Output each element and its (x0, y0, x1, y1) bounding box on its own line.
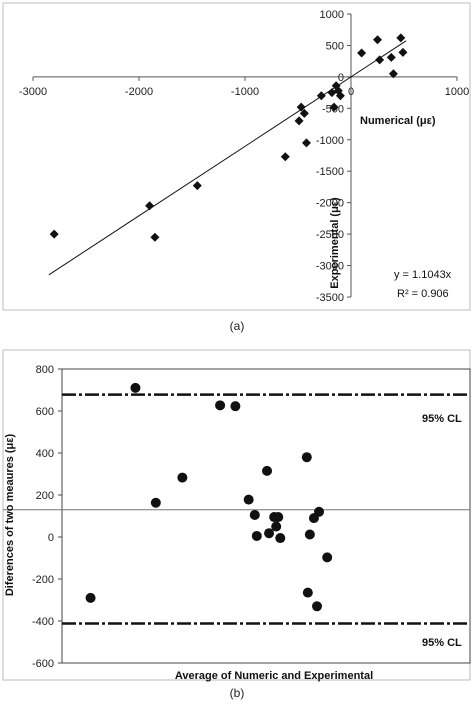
chart-b-frame (2, 349, 471, 681)
chart-a-r2: R² = 0.906 (397, 288, 449, 300)
chart-b-points (85, 382, 333, 612)
chart-b-y-label: Diferences of two meaures (με) (4, 434, 16, 597)
chart-a-x-tick-label: 1000 (445, 86, 469, 98)
chart-a-y-label: Experimental (με) (329, 197, 341, 289)
chart-a-equation: y = 1.1043x (394, 269, 452, 281)
chart-b-point (177, 472, 188, 483)
chart-a-point (316, 91, 326, 101)
chart-b-point (251, 530, 262, 541)
chart-b-point (314, 506, 325, 517)
chart-a-points (49, 33, 408, 242)
chart-a-x-tick-label: -2000 (125, 86, 153, 98)
chart-a-y-tick-label: 1000 (320, 9, 344, 21)
chart-b-point (130, 382, 141, 393)
chart-b-point (304, 529, 315, 540)
chart-b-point (275, 533, 286, 544)
chart-b-point (85, 592, 96, 603)
chart-a-x-tick-label: -1000 (231, 86, 259, 98)
chart-a-point (150, 232, 160, 242)
chart-b-lower-limit-label: 95% CL (422, 637, 462, 649)
chart-a-point (301, 138, 311, 148)
chart-b-x-label: Average of Numeric and Experimental (175, 670, 373, 682)
chart-a-y-tick-label: 500 (326, 40, 344, 52)
chart-a-point (145, 201, 155, 211)
chart-a-caption: (a) (230, 319, 245, 333)
chart-a-y-tick-label: -1500 (316, 166, 344, 178)
chart-b-y-tick-label: -600 (32, 658, 54, 670)
chart-a-point (396, 33, 406, 43)
chart-a-point (398, 47, 408, 57)
chart-a-point (299, 108, 309, 118)
chart-a-point (386, 52, 396, 62)
chart-a-y-tick-label: -3000 (316, 261, 344, 273)
chart-b-y-tick-label: -400 (32, 616, 54, 628)
chart-a-point (294, 116, 304, 126)
chart-a-y-tick-label: -2500 (316, 229, 344, 241)
chart-b-y-tick-label: 200 (36, 490, 54, 502)
chart-b-point (262, 465, 273, 476)
chart-b-point (150, 497, 161, 508)
chart-b-plot-area (61, 368, 471, 664)
chart-a-frame (2, 2, 471, 311)
chart-b-point (264, 528, 275, 539)
chart-b-point (243, 494, 254, 505)
chart-a-y-tick-label: -1000 (316, 135, 344, 147)
chart-b-y-tick-label: 400 (36, 448, 54, 460)
chart-b-point (312, 601, 322, 612)
chart-a-y-tick-label: 0 (338, 72, 344, 84)
chart-a-y-tick-label: -3500 (316, 292, 344, 304)
chart-b-point (249, 509, 260, 520)
chart-a-point (375, 55, 385, 65)
chart-a-point (373, 35, 382, 45)
chart-a-y-ticks: 1000500-500-1000-1500-2000-2500-3000-350… (316, 9, 351, 304)
chart-b-y-tick-label: 800 (36, 364, 54, 376)
chart-b-point (271, 521, 282, 532)
chart-a-x-label: Numerical (με) (360, 115, 436, 127)
chart-a-point (296, 102, 306, 112)
chart-a-point (335, 91, 345, 101)
chart-b-point (302, 587, 313, 598)
chart-a-point (192, 181, 202, 191)
chart-a-point (357, 48, 367, 58)
chart-a-trendline (48, 40, 407, 276)
chart-b-point (230, 401, 241, 412)
chart-a-point (49, 229, 59, 239)
chart-a-point (280, 152, 290, 162)
chart-b-y-ticks: 800 600 400 200 0 -200 -400 -600 (32, 364, 62, 670)
chart-a-x-tick-label: 0 (348, 86, 354, 98)
chart-b-y-tick-label: -200 (32, 574, 54, 586)
chart-b-y-tick-label: 0 (48, 532, 54, 544)
chart-a-point (388, 69, 398, 79)
chart-b-point (301, 452, 312, 463)
chart-b-upper-limit-label: 95% CL (422, 413, 462, 425)
chart-a-x-tick-label: -3000 (19, 86, 47, 98)
chart-b-point (215, 400, 226, 411)
chart-b-point (322, 552, 333, 563)
chart-b-y-tick-label: 600 (36, 406, 54, 418)
chart-b-point (273, 512, 284, 523)
chart-a-y-tick-label: -2000 (316, 198, 344, 210)
chart-b-caption: (b) (230, 686, 245, 700)
chart-a-x-ticks: -3000 -2000 -1000 0 1000 (19, 76, 469, 98)
chart-a-point (329, 102, 339, 112)
